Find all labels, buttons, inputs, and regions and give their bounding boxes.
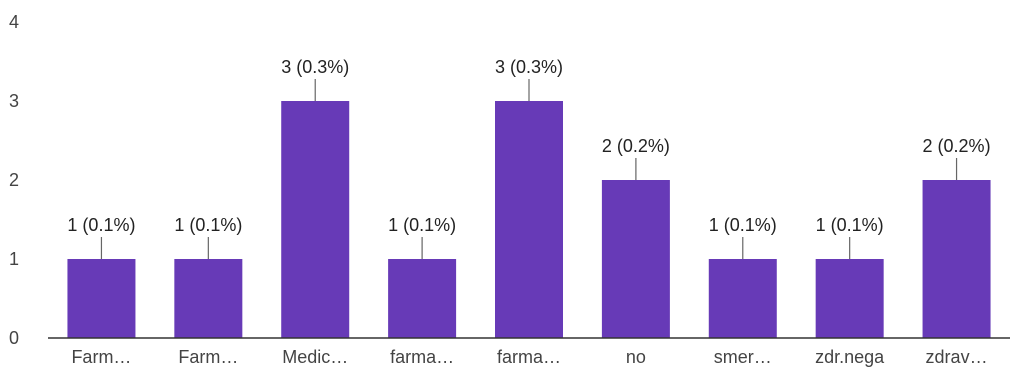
data-label: 1 (0.1%) (174, 215, 242, 235)
x-tick-label: farma… (497, 347, 561, 367)
x-tick-label: Farm… (178, 347, 238, 367)
bar (388, 259, 457, 338)
x-tick-label: Medic… (282, 347, 348, 367)
data-labels: 1 (0.1%) 1 (0.1%) 3 (0.3%) 1 (0.1%) 3 (0.3%)… (67, 57, 990, 235)
data-label: 2 (0.2%) (923, 136, 991, 156)
y-tick-label: 3 (9, 91, 19, 111)
x-tick-label: Farm… (71, 347, 131, 367)
data-label: 1 (0.1%) (388, 215, 456, 235)
y-tick-label: 4 (9, 12, 19, 32)
bar (67, 259, 136, 338)
data-label: 2 (0.2%) (602, 136, 670, 156)
bar (708, 259, 777, 338)
data-label: 1 (0.1%) (67, 215, 135, 235)
x-tick-label: smer… (714, 347, 772, 367)
bars (67, 101, 991, 338)
bar (495, 101, 563, 338)
bar (922, 180, 991, 338)
x-tick-label: zdrav… (926, 347, 988, 367)
data-label: 1 (0.1%) (709, 215, 777, 235)
data-label: 3 (0.3%) (281, 57, 349, 77)
y-tick-label: 2 (9, 170, 19, 190)
bar (281, 101, 350, 338)
bar (815, 259, 884, 338)
y-tick-label: 1 (9, 249, 19, 269)
data-label-leaders (100, 79, 958, 259)
x-axis-ticks: Farm… Farm… Medic… farma… farma… no smer… zdr.n… (71, 347, 987, 367)
y-axis-ticks: 0 1 2 3 4 (9, 12, 19, 348)
bar (601, 180, 670, 338)
bar (174, 259, 243, 338)
x-tick-label: zdr.nega (815, 347, 885, 367)
x-tick-label: farma… (390, 347, 454, 367)
data-label: 1 (0.1%) (816, 215, 884, 235)
data-label: 3 (0.3%) (495, 57, 563, 77)
x-tick-label: no (626, 347, 646, 367)
y-tick-label: 0 (9, 328, 19, 348)
